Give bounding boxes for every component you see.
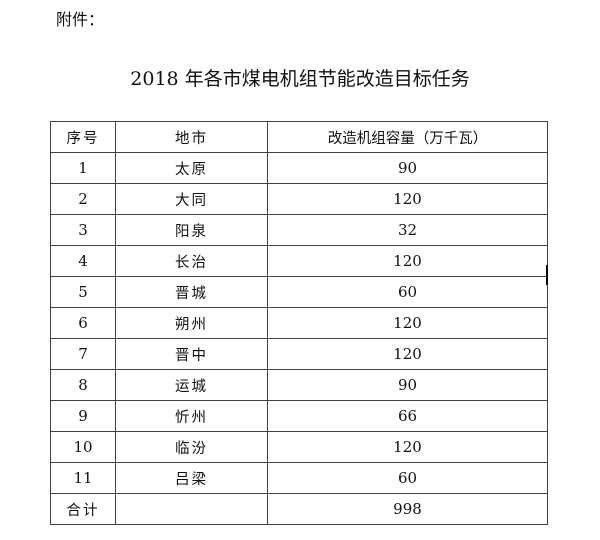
cell-city: 晋城 [115,276,268,308]
cell-index: 合计 [50,493,116,525]
cell-city: 太原 [115,152,268,184]
cell-capacity: 120 [267,307,548,339]
edge-mark [546,265,548,285]
cell-capacity: 120 [267,338,548,370]
cell-city: 阳泉 [115,214,268,246]
cell-capacity: 998 [267,493,548,525]
cell-city: 吕梁 [115,462,268,494]
cell-capacity: 120 [267,183,548,215]
table-row: 1 太原 90 [50,152,548,184]
header-city: 地市 [115,121,268,153]
table-row: 3 阳泉 32 [50,214,548,246]
cell-index: 1 [50,152,116,184]
table-row: 10 临汾 120 [50,431,548,463]
cell-capacity: 120 [267,431,548,463]
header-index: 序号 [50,121,116,153]
cell-index: 5 [50,276,116,308]
table-row: 4 长治 120 [50,245,548,277]
cell-capacity: 32 [267,214,548,246]
document-title: 2018 年各市煤电机组节能改造目标任务 [130,68,470,90]
table-total-row: 合计 998 [50,493,548,525]
attachment-label: 附件： [56,10,105,29]
cell-city [115,493,268,525]
cell-capacity: 90 [267,369,548,401]
table-row: 11 吕梁 60 [50,462,548,494]
table-row: 7 晋中 120 [50,338,548,370]
cell-capacity: 120 [267,245,548,277]
cell-index: 11 [50,462,116,494]
cell-index: 2 [50,183,116,215]
header-capacity: 改造机组容量（万千瓦） [267,121,548,153]
cell-city: 临汾 [115,431,268,463]
table-row: 9 忻州 66 [50,400,548,432]
table-header-row: 序号 地市 改造机组容量（万千瓦） [50,121,548,153]
cell-capacity: 60 [267,276,548,308]
cell-city: 大同 [115,183,268,215]
cell-index: 3 [50,214,116,246]
cell-index: 10 [50,431,116,463]
cell-city: 长治 [115,245,268,277]
cell-city: 晋中 [115,338,268,370]
cell-index: 9 [50,400,116,432]
cell-city: 朔州 [115,307,268,339]
cell-capacity: 60 [267,462,548,494]
cell-index: 6 [50,307,116,339]
table-row: 6 朔州 120 [50,307,548,339]
table-row: 5 晋城 60 [50,276,548,308]
cell-city: 忻州 [115,400,268,432]
target-table: 序号 地市 改造机组容量（万千瓦） 1 太原 90 2 大同 120 3 阳泉 32 4 长治 120… [50,121,548,525]
cell-city: 运城 [115,369,268,401]
cell-index: 8 [50,369,116,401]
table-row: 2 大同 120 [50,183,548,215]
cell-index: 4 [50,245,116,277]
cell-capacity: 90 [267,152,548,184]
table-row: 8 运城 90 [50,369,548,401]
cell-capacity: 66 [267,400,548,432]
cell-index: 7 [50,338,116,370]
